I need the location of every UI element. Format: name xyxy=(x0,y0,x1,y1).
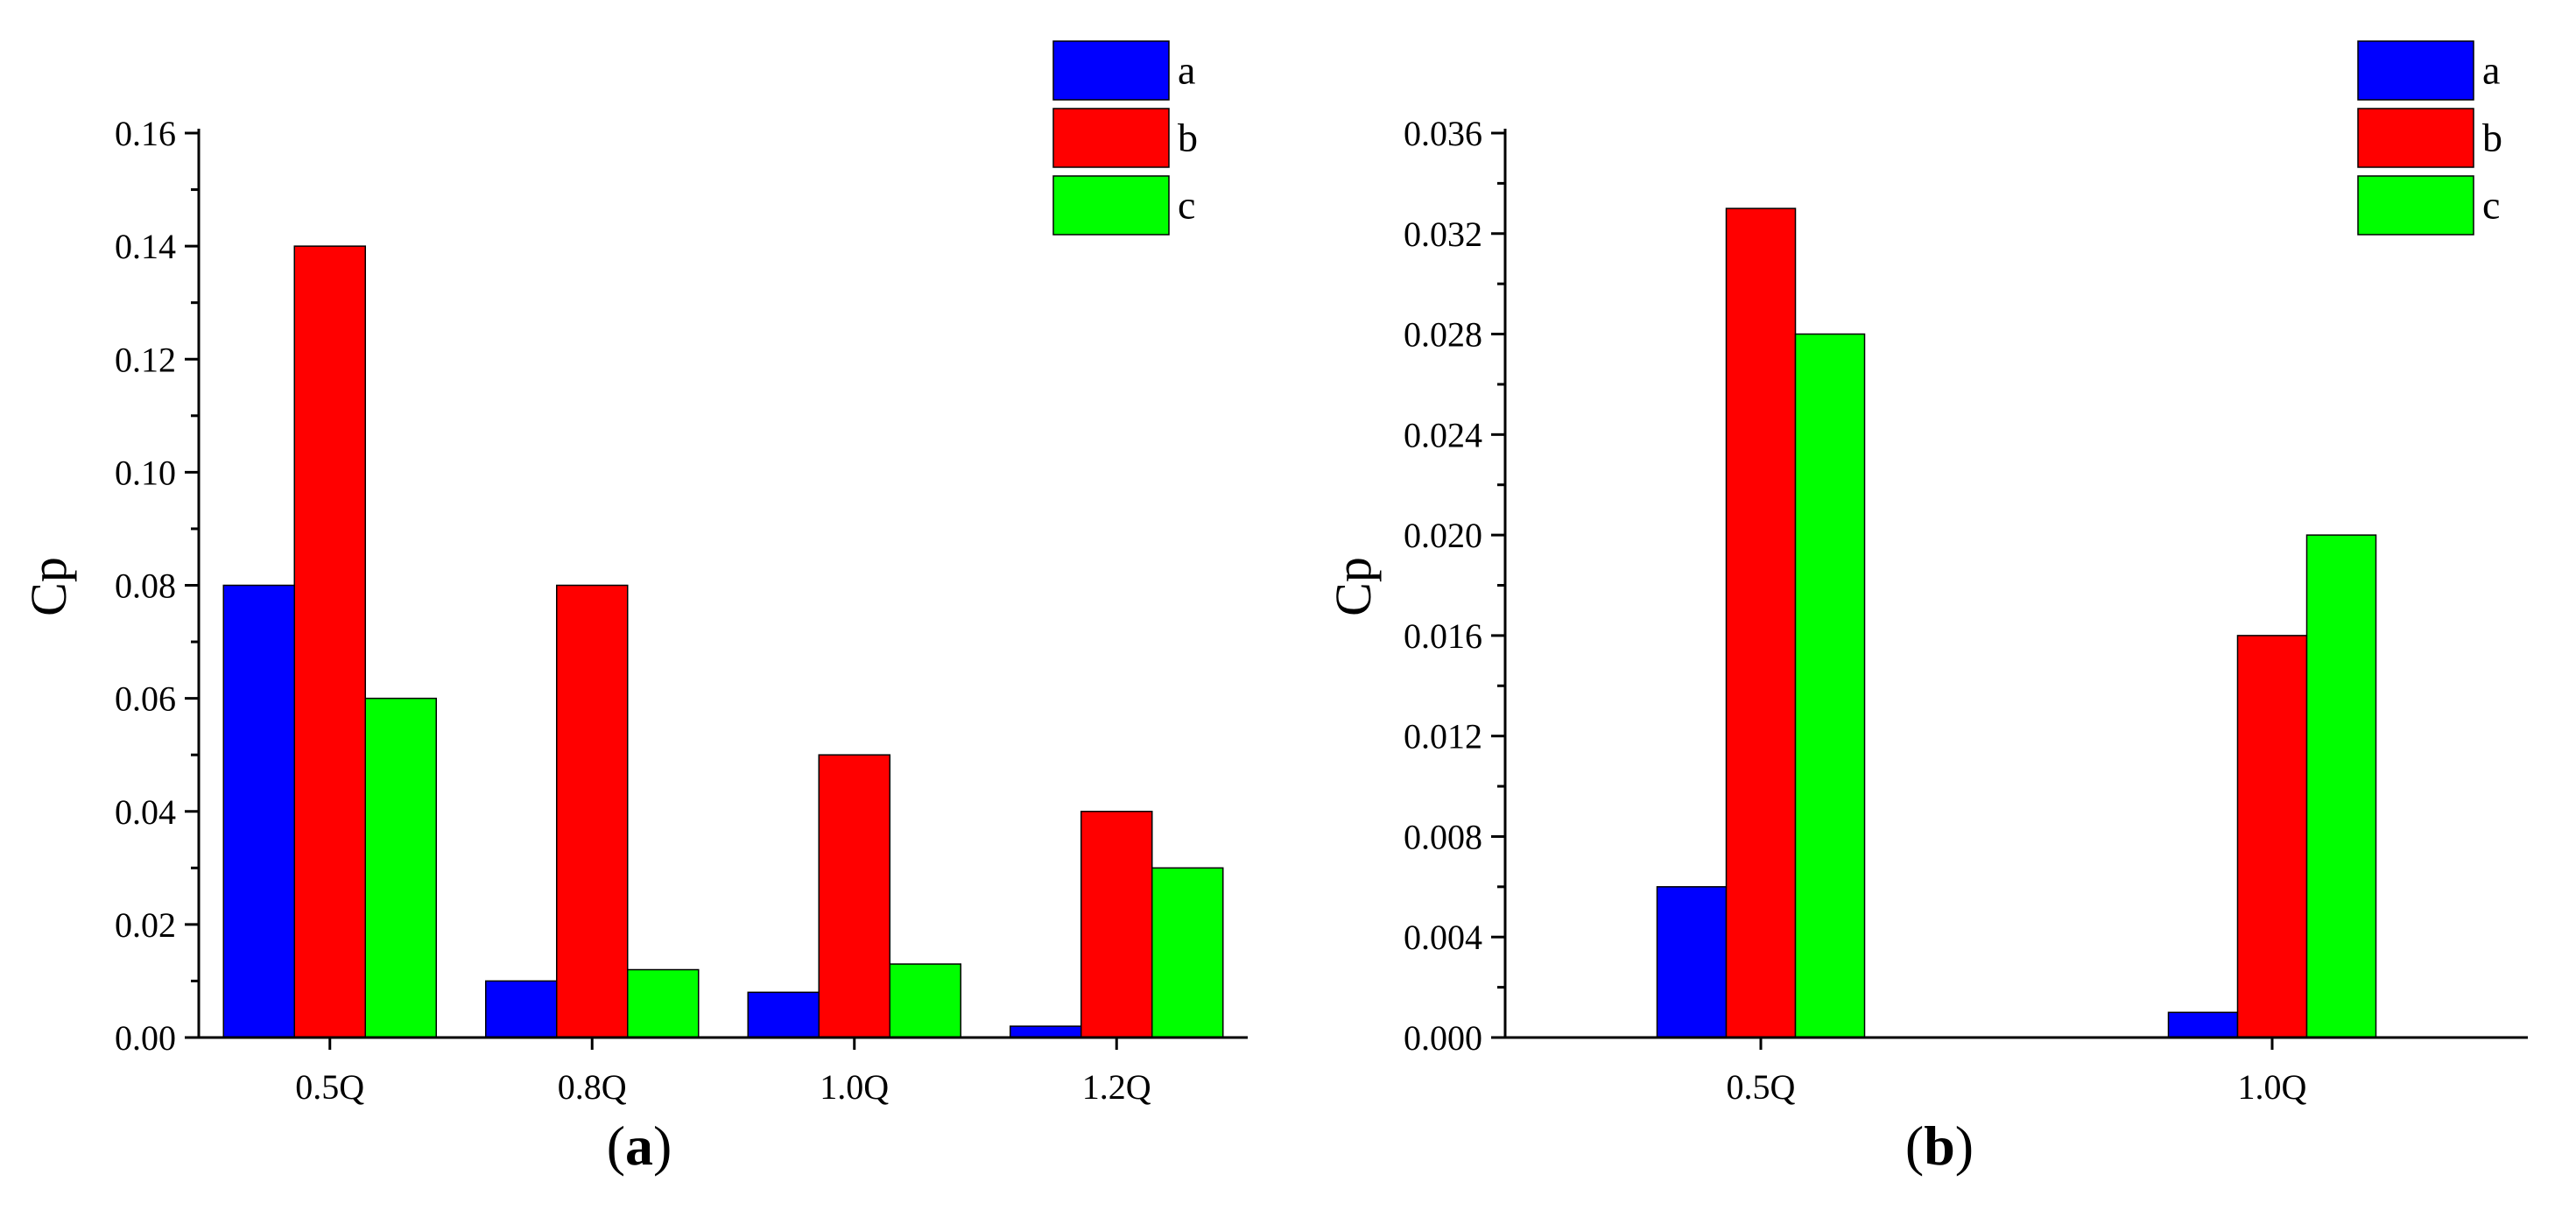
panel-label: (a) xyxy=(607,1115,672,1177)
x-tick-label: 1.0Q xyxy=(820,1067,889,1107)
bar-b-1.0Q xyxy=(2236,635,2308,1038)
panel-label: (b) xyxy=(1905,1115,1974,1177)
bar-b-0.8Q xyxy=(556,584,629,1038)
y-tick-label: 0.020 xyxy=(1404,516,1482,555)
y-tick-label: 0.10 xyxy=(115,453,176,492)
y-tick-label: 0.004 xyxy=(1404,918,1482,957)
bar-c-0.5Q xyxy=(364,697,437,1038)
legend-label-a: a xyxy=(1178,48,1195,93)
legend-label-b: b xyxy=(1178,116,1198,160)
y-axis-label: Cp xyxy=(1325,557,1382,616)
y-tick-label: 0.028 xyxy=(1404,315,1482,355)
bar-a-0.8Q xyxy=(485,980,558,1038)
legend-swatch-b xyxy=(2357,108,2474,168)
legend-swatch-b xyxy=(1052,108,1170,168)
legend-swatch-a xyxy=(2357,40,2474,101)
y-axis-label: Cp xyxy=(20,557,77,616)
legend-swatch-c xyxy=(1052,175,1170,236)
y-tick-label: 0.012 xyxy=(1404,717,1482,756)
y-tick-label: 0.16 xyxy=(115,114,176,153)
chart-panel-b: 0.5Q 1.0Q 0.000 0.004 0.008 0.012 0.016 0.020 0.… xyxy=(1325,40,2528,1177)
y-tick-label: 0.04 xyxy=(115,792,176,832)
x-tick-label: 0.5Q xyxy=(295,1067,364,1107)
bar-a-0.5Q xyxy=(1656,886,1728,1038)
bar-a-0.5Q xyxy=(222,584,295,1038)
bar-b-0.5Q xyxy=(1725,208,1797,1038)
bar-a-1.0Q xyxy=(747,991,820,1038)
bar-b-0.5Q xyxy=(293,245,366,1038)
y-tick-label: 0.14 xyxy=(115,227,176,266)
legend-swatch-a xyxy=(1052,40,1170,101)
y-tick-label: 0.032 xyxy=(1404,215,1482,254)
legend-label-b: b xyxy=(2482,116,2502,160)
bar-c-1.0Q xyxy=(2305,534,2377,1038)
y-tick-label: 0.036 xyxy=(1404,114,1482,153)
bar-b-1.2Q xyxy=(1080,811,1153,1038)
legend-label-c: c xyxy=(1178,183,1195,228)
bar-c-1.0Q xyxy=(889,963,961,1038)
x-tick-label: 0.5Q xyxy=(1727,1067,1796,1107)
y-tick-label: 0.016 xyxy=(1404,616,1482,656)
bar-c-0.8Q xyxy=(627,968,700,1038)
legend-swatch-c xyxy=(2357,175,2474,236)
bar-c-0.5Q xyxy=(1794,333,1866,1038)
bar-c-1.2Q xyxy=(1151,867,1224,1038)
bar-a-1.0Q xyxy=(2167,1011,2239,1038)
legend-label-c: c xyxy=(2482,183,2500,228)
y-tick-label: 0.008 xyxy=(1404,817,1482,856)
y-tick-label: 0.12 xyxy=(115,340,176,379)
x-tick-label: 0.8Q xyxy=(558,1067,627,1107)
y-tick-label: 0.02 xyxy=(115,905,176,945)
y-tick-label: 0.06 xyxy=(115,679,176,719)
y-tick-label: 0.08 xyxy=(115,566,176,606)
chart-panel-a: 0.5Q 0.8Q 1.0Q 1.2Q 0.00 0.02 0.04 0.06 0.08 0.10… xyxy=(20,40,1248,1177)
x-tick-label: 1.0Q xyxy=(2238,1067,2307,1107)
y-tick-label: 0.000 xyxy=(1404,1018,1482,1058)
y-tick-label: 0.024 xyxy=(1404,415,1482,454)
bar-b-1.0Q xyxy=(818,754,890,1038)
y-tick-label: 0.00 xyxy=(115,1018,176,1058)
legend-label-a: a xyxy=(2482,48,2500,93)
x-tick-label: 1.2Q xyxy=(1082,1067,1151,1107)
bar-a-1.2Q xyxy=(1010,1025,1082,1038)
